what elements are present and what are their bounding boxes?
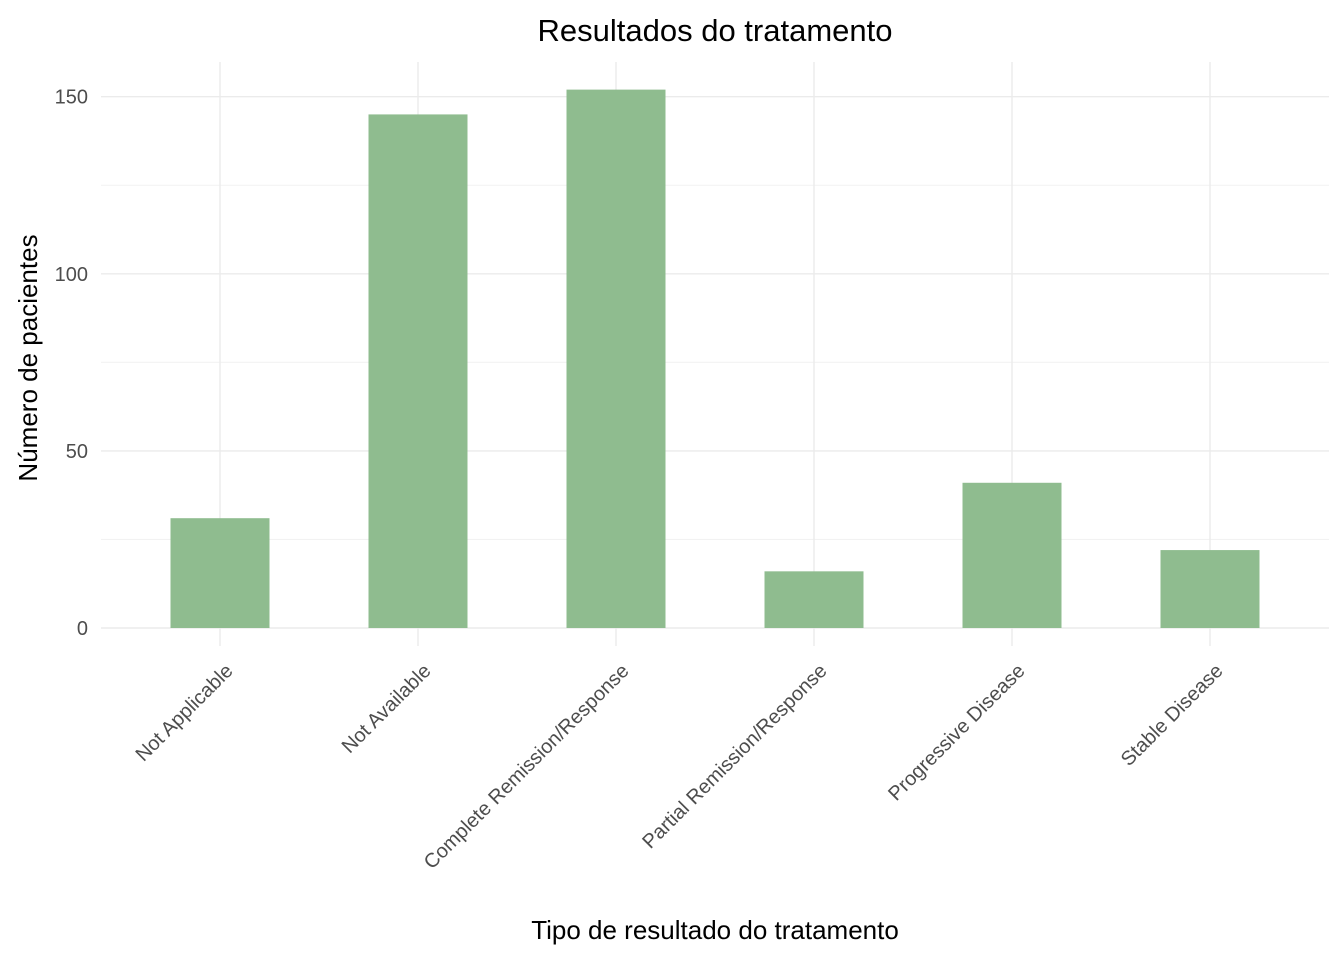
y-axis-tick-labels: 0 50 100 150 — [55, 87, 88, 640]
y-tick-label: 0 — [77, 618, 88, 640]
x-tick-label: Complete Remission/Response — [420, 660, 634, 874]
y-tick-label: 50 — [66, 441, 88, 463]
y-tick-label: 100 — [55, 264, 88, 286]
bar — [369, 114, 468, 628]
x-tick-label: Not Applicable — [132, 660, 238, 766]
bar — [171, 518, 270, 628]
x-tick-label: Not Available — [338, 660, 436, 758]
x-tick-label: Partial Remission/Response — [638, 660, 831, 853]
bar — [765, 571, 864, 628]
x-axis-title: Tipo de resultado do tratamento — [531, 915, 899, 945]
x-tick-label: Progressive Disease — [884, 660, 1029, 805]
plot-grid — [101, 62, 1329, 646]
chart-title: Resultados do tratamento — [538, 13, 893, 48]
y-tick-label: 150 — [55, 87, 88, 109]
bars — [171, 90, 1260, 628]
bar — [567, 90, 666, 628]
bar — [1161, 550, 1260, 628]
x-tick-label: Stable Disease — [1117, 660, 1228, 771]
bar — [963, 483, 1062, 628]
y-axis-title: Número de pacientes — [13, 234, 43, 481]
